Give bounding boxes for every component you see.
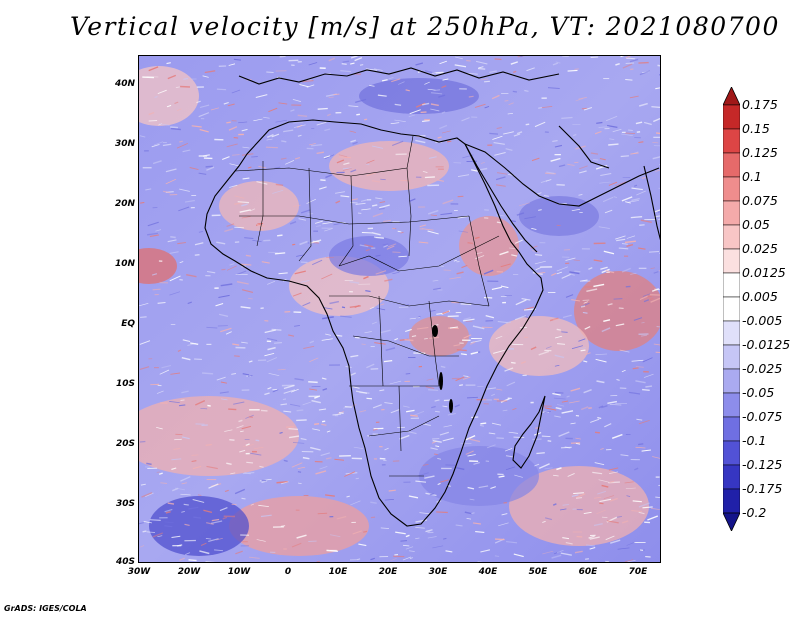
colorbar-segment [723,200,740,226]
lakes [432,325,453,413]
lat-tick-label: 20S [115,439,135,449]
persian-gulf-coastline [558,125,610,169]
colorbar-label: -0.125 [742,457,783,472]
lon-tick-label: 20E [378,567,398,577]
colorbar-label: -0.1 [742,433,767,448]
lat-tick-label: 20N [114,199,135,209]
colorbar-label: 0.1 [742,169,762,184]
colorbar-segment [723,344,740,370]
coastlines [204,67,660,527]
arabia-coastline [464,143,660,207]
lat-tick-label: 40S [115,557,135,567]
colorbar-label: 0.175 [742,97,778,112]
lon-tick-label: 0 [284,567,292,577]
lat-tick-label: 40N [114,79,135,89]
lon-tick-label: 30W [127,567,151,577]
software-credit: GrADS: IGES/COLA [4,604,87,613]
vertical-velocity-field [139,56,660,562]
colorbar [723,87,740,531]
colorbar-label: 0.05 [742,217,770,232]
map-title: Vertical velocity [m/s] at 250hPa, VT: 2… [70,12,780,41]
lon-tick-label: 50E [528,567,548,577]
lon-tick-label: 10E [328,567,348,577]
lat-tick-label: 10S [115,379,135,389]
lat-tick-label: EQ [121,319,135,329]
colorbar-label: 0.0125 [742,265,786,280]
madagascar-coastline [512,395,546,469]
colorbar-label: -0.075 [742,409,783,424]
lon-tick-label: 20W [177,567,201,577]
colorbar-label: 0.125 [742,145,778,160]
colorbar-segment [723,488,740,514]
colorbar-segment [723,176,740,202]
colorbar-segment [723,416,740,442]
colorbar-min-arrow [723,512,740,531]
lon-tick-label: 70E [628,567,648,577]
colorbar-label: 0.075 [742,193,778,208]
colorbar-segment [723,128,740,154]
lon-tick-label: 60E [578,567,598,577]
colorbar-segment [723,320,740,346]
colorbar-label: -0.025 [742,361,783,376]
lat-tick-label: 10N [114,259,135,269]
colorbar-segment [723,296,740,322]
colorbar-segment [723,248,740,274]
colorbar-label: 0.005 [742,289,778,304]
colorbar-segment [723,224,740,250]
colorbar-max-arrow [723,87,740,106]
colorbar-segment [723,152,740,178]
colorbar-segment [723,440,740,466]
africa-coastline [204,119,544,527]
europe-coastline [238,67,560,85]
colorbar-label: -0.005 [742,313,783,328]
colorbar-segment [723,272,740,298]
lat-tick-label: 30S [115,499,135,509]
colorbar-segment [723,104,740,130]
colorbar-label: -0.05 [742,385,775,400]
lat-tick-label: 30N [114,139,135,149]
colorbar-segment [723,368,740,394]
colorbar-label: -0.0125 [742,337,791,352]
country-borders [234,135,500,477]
lon-tick-label: 30E [428,567,448,577]
colorbar-label: 0.15 [742,121,770,136]
colorbar-label: -0.175 [742,481,783,496]
red-sea-coastline [464,143,538,253]
colorbar-segment [723,392,740,418]
map-panel [138,55,661,563]
colorbar-label: -0.2 [742,505,767,520]
india-coastline [643,165,660,241]
colorbar-segment [723,464,740,490]
lon-tick-label: 10W [227,567,251,577]
lon-tick-label: 40E [478,567,498,577]
colorbar-label: 0.025 [742,241,778,256]
